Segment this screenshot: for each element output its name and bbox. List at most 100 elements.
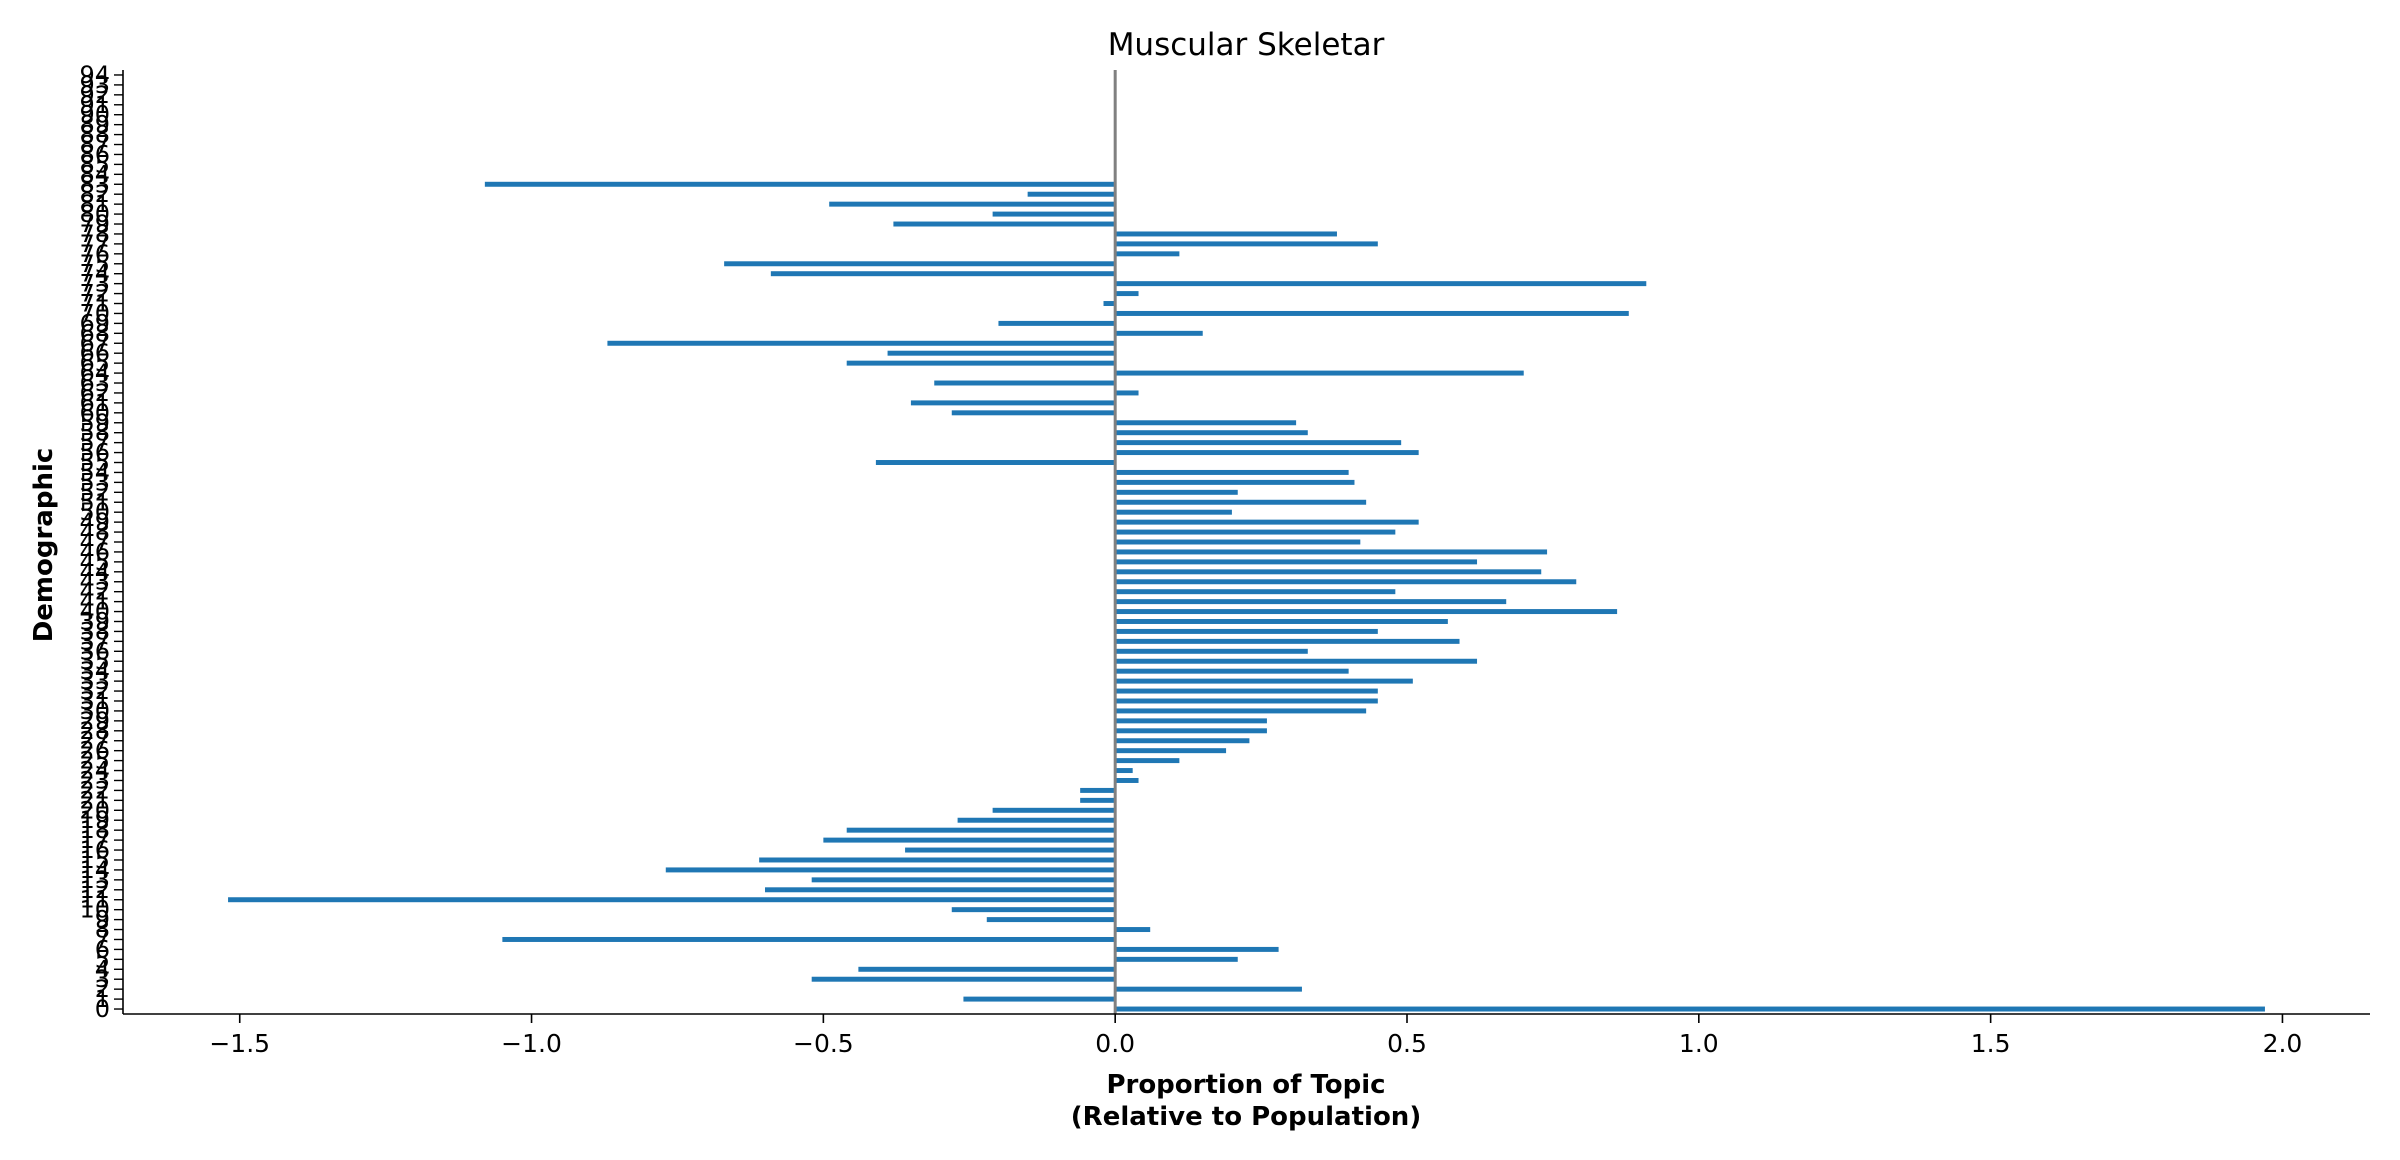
bar-demographic-83 <box>484 181 1116 187</box>
y-tick-label: 84 <box>79 160 110 188</box>
y-tick-label: 82 <box>79 180 110 208</box>
y-tick-label: 67 <box>79 329 110 357</box>
bar-demographic-82 <box>1027 191 1116 197</box>
bar-demographic-24 <box>1115 768 1133 774</box>
bar-demographic-26 <box>1115 748 1227 754</box>
x-axis-label-line2: (Relative to Population) <box>1071 1102 1421 1132</box>
bar-demographic-12 <box>765 887 1116 893</box>
y-tick-label: 53 <box>79 468 110 496</box>
y-tick-label: 26 <box>79 737 110 765</box>
bar-demographic-20 <box>992 807 1116 813</box>
y-tick-label: 27 <box>79 727 110 755</box>
y-tick-label: 57 <box>79 429 110 457</box>
y-tick-label: 5 <box>95 945 110 973</box>
bar-demographic-59 <box>1115 420 1297 426</box>
y-tick-label: 23 <box>79 766 110 794</box>
bar-demographic-10 <box>951 907 1116 913</box>
y-tick-label: 20 <box>79 796 110 824</box>
y-tick-label: 61 <box>79 389 110 417</box>
y-tick-label: 69 <box>79 309 110 337</box>
y-tick-label: 80 <box>79 200 110 228</box>
bar-demographic-23 <box>1115 778 1139 783</box>
bar-demographic-13 <box>811 877 1116 883</box>
y-tick-label: 13 <box>79 866 110 894</box>
bar-demographic-52 <box>1115 489 1238 495</box>
bar-demographic-19 <box>957 817 1116 823</box>
y-tick-label: 16 <box>79 836 110 864</box>
bar-demographic-9 <box>986 917 1116 923</box>
y-tick-label: 43 <box>79 568 110 596</box>
bar-demographic-48 <box>1115 529 1396 535</box>
bar-demographic-38 <box>1115 628 1378 634</box>
bar-demographic-28 <box>1115 728 1267 734</box>
y-tick-label: 25 <box>79 747 110 775</box>
y-tick-label: 66 <box>79 339 110 367</box>
y-tick-label: 89 <box>79 111 110 139</box>
y-tick-label: 70 <box>79 299 110 327</box>
y-tick-label: 65 <box>79 349 110 377</box>
bar-demographic-33 <box>1115 678 1413 684</box>
bar-demographic-79 <box>893 221 1116 227</box>
y-tick-label: 72 <box>79 280 110 308</box>
bar-demographic-8 <box>1115 927 1151 933</box>
bar-demographic-47 <box>1115 539 1361 545</box>
bar-demographic-70 <box>1115 310 1629 316</box>
bar-demographic-72 <box>1115 291 1139 297</box>
x-tick-label: 0.5 <box>1387 1029 1427 1058</box>
bar-demographic-0 <box>1115 1006 2265 1012</box>
y-tick-label: 62 <box>79 379 110 407</box>
bar-demographic-53 <box>1115 479 1355 485</box>
x-tick-label: 1.5 <box>1971 1029 2011 1058</box>
y-tick-label: 56 <box>79 439 110 467</box>
y-tick-label: 63 <box>79 369 110 397</box>
y-tick-label: 76 <box>79 240 110 268</box>
bar-demographic-49 <box>1115 519 1419 525</box>
y-tick-label: 32 <box>79 677 110 705</box>
y-tick-label: 52 <box>79 478 110 506</box>
bar-demographic-32 <box>1115 688 1378 694</box>
y-tick-label: 29 <box>79 707 110 735</box>
bars-group <box>228 181 2265 1012</box>
y-tick-label: 35 <box>79 647 110 675</box>
bar-demographic-27 <box>1115 738 1250 744</box>
y-tick-label: 2 <box>95 975 110 1003</box>
y-tick-label: 92 <box>79 81 110 109</box>
y-tick-label: 4 <box>95 955 110 983</box>
bar-demographic-78 <box>1115 231 1337 237</box>
bar-demographic-56 <box>1115 450 1419 456</box>
bar-demographic-3 <box>811 976 1116 982</box>
bar-demographic-66 <box>887 350 1116 356</box>
y-tick-label: 3 <box>95 965 110 993</box>
y-tick-label: 78 <box>79 220 110 248</box>
bar-demographic-57 <box>1115 440 1402 446</box>
bar-demographic-2 <box>1115 986 1302 992</box>
y-tick-label: 19 <box>79 806 110 834</box>
bar-demographic-71 <box>1103 301 1116 306</box>
y-tick-label: 71 <box>79 290 110 318</box>
bar-demographic-65 <box>846 360 1116 366</box>
y-tick-label: 8 <box>95 916 110 944</box>
bar-demographic-67 <box>607 340 1116 346</box>
bar-demographic-54 <box>1115 469 1349 475</box>
bar-demographic-6 <box>1115 946 1279 952</box>
bar-demographic-41 <box>1115 599 1507 605</box>
y-tick-label: 75 <box>79 250 110 278</box>
y-tick-label: 28 <box>79 717 110 745</box>
y-tick-label: 12 <box>79 876 110 904</box>
y-tick-label: 83 <box>79 170 110 198</box>
y-tick-label: 37 <box>79 627 110 655</box>
y-tick-label: 58 <box>79 419 110 447</box>
y-tick-label: 0 <box>95 995 110 1023</box>
bar-demographic-7 <box>502 936 1116 942</box>
y-tick-label: 46 <box>79 538 110 566</box>
bar-demographic-68 <box>1115 330 1203 336</box>
bar-demographic-77 <box>1115 241 1378 247</box>
y-tick-label: 10 <box>79 896 110 924</box>
y-tick-label: 60 <box>79 399 110 427</box>
y-tick-label: 7 <box>95 925 110 953</box>
y-axis-label: Demographic <box>29 448 59 643</box>
bar-demographic-21 <box>1080 797 1116 803</box>
x-axis-label-line1: Proportion of Topic <box>1106 1070 1385 1100</box>
x-tick-label: −1.0 <box>501 1029 562 1058</box>
y-tick-label: 36 <box>79 637 110 665</box>
